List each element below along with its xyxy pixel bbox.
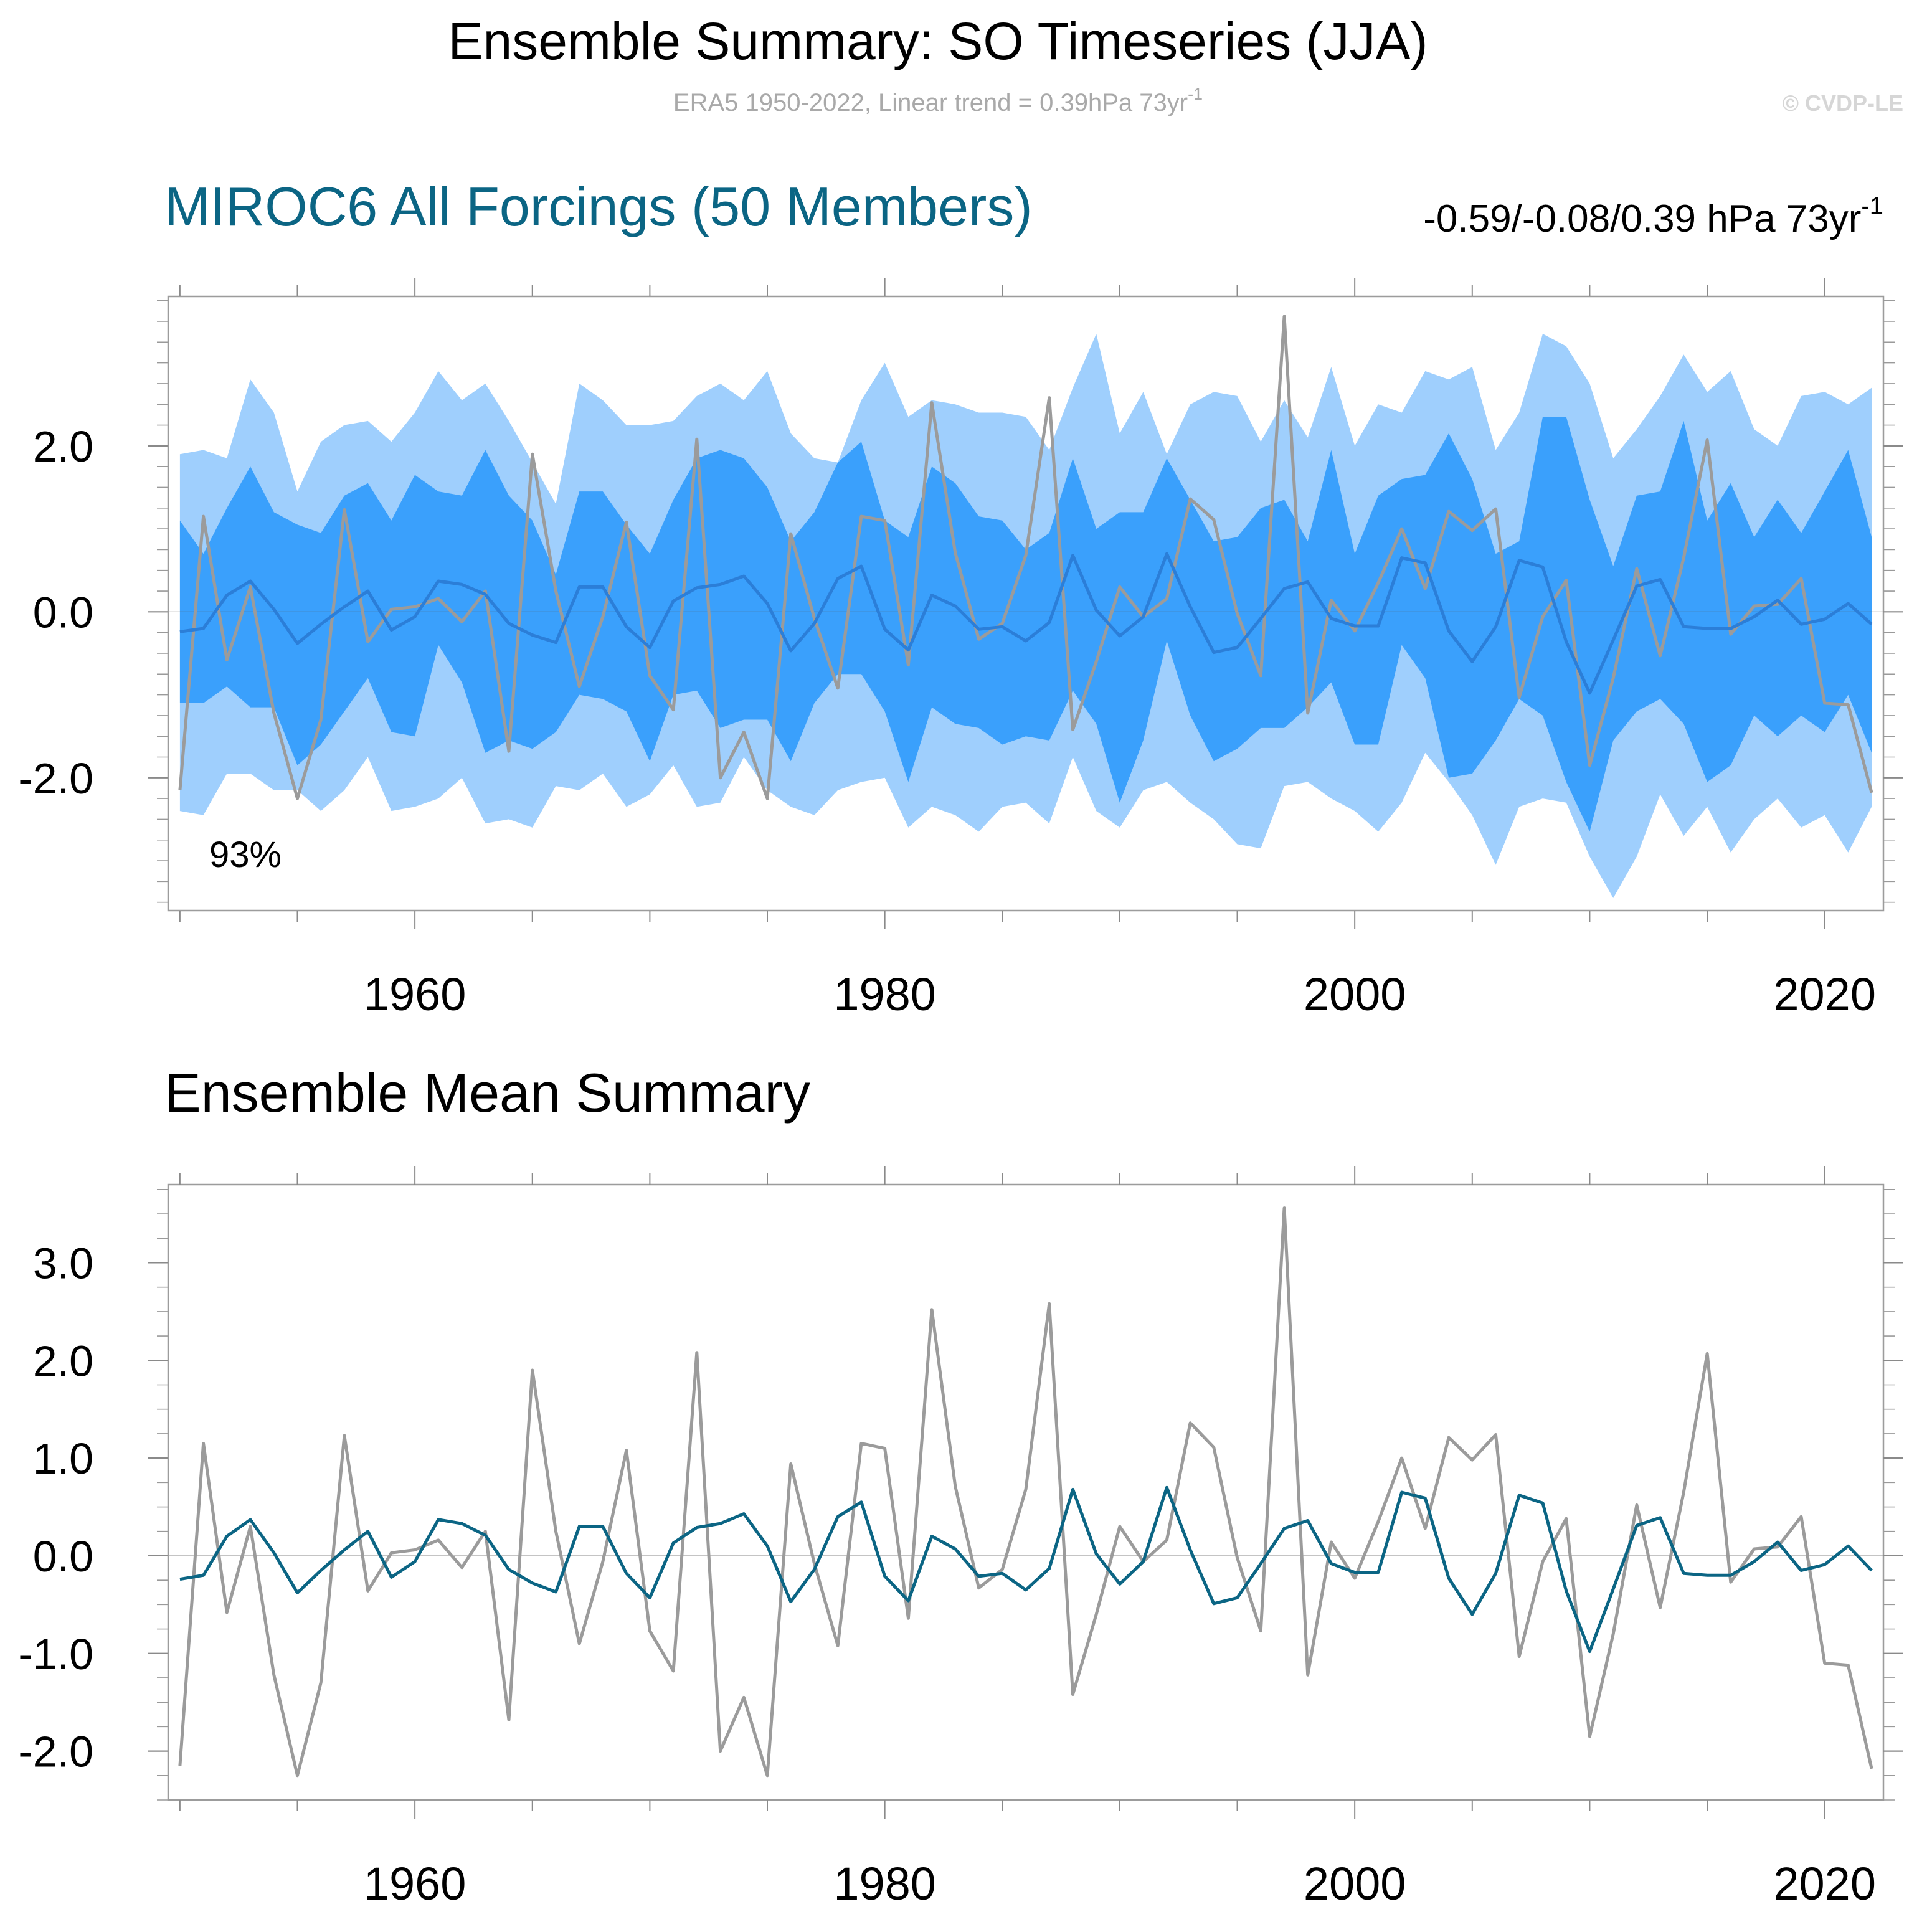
bottom-y-tick-label: 3.0 <box>33 1239 93 1287</box>
top-x-tick-label: 1980 <box>833 968 936 1020</box>
bottom-y-tick-label: -1.0 <box>18 1630 93 1678</box>
top-x-tick-label: 1960 <box>364 968 466 1020</box>
bottom-y-tick-label: 1.0 <box>33 1434 93 1483</box>
bottom-series-lines <box>168 1206 1883 1778</box>
bottom-y-tick-label: -2.0 <box>18 1728 93 1776</box>
bottom-panel: 1960 1980 2000 2020 -2.0 -1.0 0.0 1.0 2.0 3.0 <box>18 1166 1903 1910</box>
top-y-tick-label: -2.0 <box>18 754 93 803</box>
bottom-x-tick-label: 2020 <box>1773 1858 1876 1910</box>
bottom-x-tick-label: 1980 <box>833 1858 936 1910</box>
bottom-y-tick-label: 0.0 <box>33 1532 93 1581</box>
subtitle-main: ERA5 1950-2022, Linear trend = 0.39hPa 7… <box>673 89 1188 116</box>
top-percent-annotation: 93% <box>209 835 282 875</box>
subtitle-superscript: -1 <box>1188 85 1203 103</box>
watermark: © CVDP-LE <box>1782 90 1903 116</box>
bottom-x-tick-label: 2000 <box>1304 1858 1406 1910</box>
bottom-era5-line <box>178 1206 1873 1778</box>
top-panel-title: MIROC6 All Forcings (50 Members) <box>164 176 1033 237</box>
bottom-x-tick-label: 1960 <box>364 1858 466 1910</box>
top-x-tick-label: 2000 <box>1304 968 1406 1020</box>
top-panel: 1960 1980 2000 2020 -2.0 0.0 2.0 93% <box>18 278 1903 1020</box>
top-ensemble-bands <box>179 334 1872 898</box>
top-y-tick-label: 2.0 <box>33 422 93 471</box>
bottom-plot-frame <box>167 1183 1885 1801</box>
bottom-axes: 1960 1980 2000 2020 -2.0 -1.0 0.0 1.0 2.0 3.0 <box>18 1166 1903 1910</box>
top-x-tick-label: 2020 <box>1773 968 1876 1020</box>
bottom-panel-title: Ensemble Mean Summary <box>164 1062 810 1124</box>
main-title: Ensemble Summary: SO Timeseries (JJA) <box>448 12 1428 70</box>
top-plot-frame <box>167 295 1885 912</box>
bottom-y-tick-label: 2.0 <box>33 1337 93 1385</box>
top-trend-superscript: -1 <box>1861 192 1883 220</box>
top-band-10-90-percentile <box>179 417 1872 832</box>
top-series-lines <box>168 315 1883 800</box>
subtitle: ERA5 1950-2022, Linear trend = 0.39hPa 7… <box>673 85 1203 116</box>
top-era5-line <box>178 315 1873 800</box>
bottom-ensemble-mean-line <box>179 1485 1873 1654</box>
top-y-tick-label: 0.0 <box>33 588 93 637</box>
top-trend-main: -0.59/-0.08/0.39 hPa 73yr <box>1423 197 1861 240</box>
top-ensemble-mean-line <box>179 552 1873 695</box>
top-axes: 1960 1980 2000 2020 -2.0 0.0 2.0 <box>18 278 1903 1020</box>
top-trend-label: -0.59/-0.08/0.39 hPa 73yr-1 <box>1423 192 1883 240</box>
